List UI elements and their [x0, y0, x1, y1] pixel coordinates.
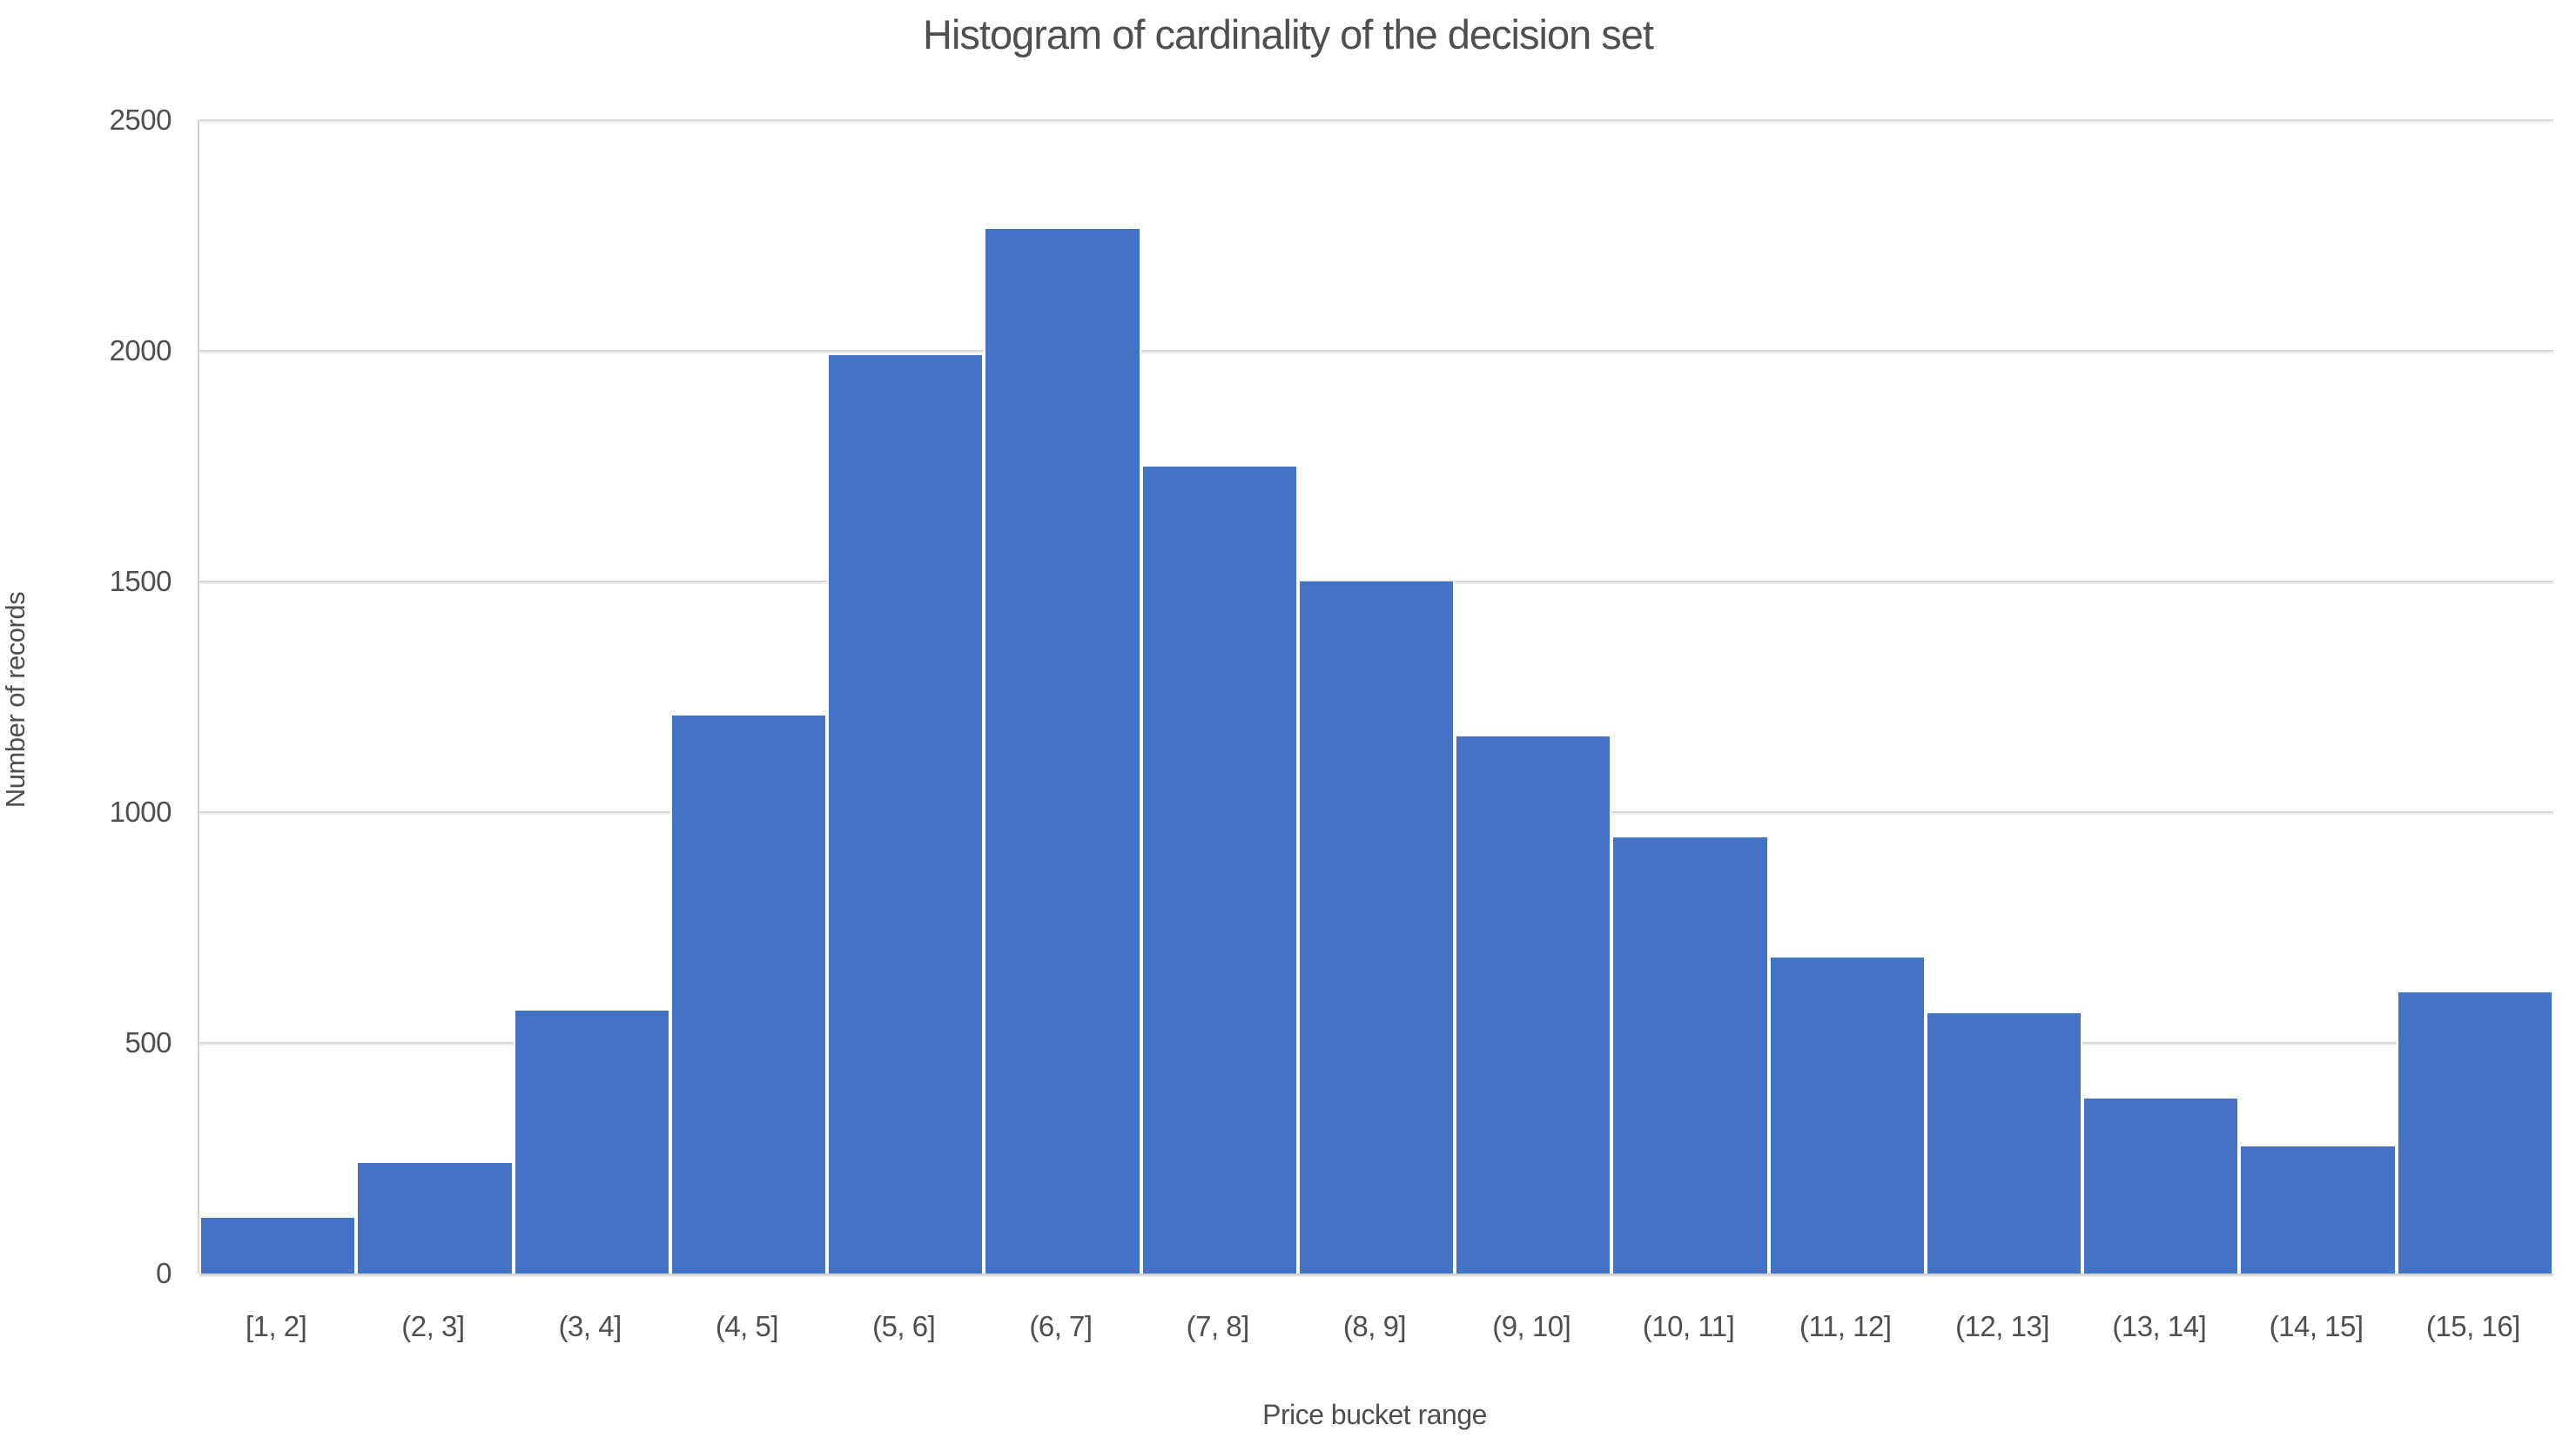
- y-tick-label: 2000: [109, 334, 172, 366]
- chart-title: Histogram of cardinality of the decision…: [923, 11, 1654, 57]
- x-tick-label: (3, 4]: [558, 1310, 622, 1342]
- x-tick-label: (6, 7]: [1029, 1310, 1093, 1342]
- x-tick-label: (8, 9]: [1342, 1310, 1407, 1342]
- bar[interactable]: [984, 228, 1141, 1274]
- x-tick-label: (11, 12]: [1799, 1310, 1892, 1342]
- bar[interactable]: [1925, 1012, 2083, 1274]
- bar[interactable]: [1455, 736, 1612, 1274]
- bar[interactable]: [2239, 1146, 2397, 1274]
- x-tick-label: (4, 5]: [715, 1310, 779, 1342]
- y-tick-label: 0: [156, 1257, 172, 1289]
- x-tick-label: (5, 6]: [872, 1310, 936, 1342]
- y-tick-label: 500: [124, 1026, 172, 1059]
- bar[interactable]: [356, 1162, 514, 1274]
- x-axis-title: Price bucket range: [1262, 1399, 1487, 1430]
- x-tick-label: (15, 16]: [2425, 1310, 2520, 1342]
- plot-area: [198, 119, 2553, 1275]
- bar[interactable]: [669, 715, 828, 1274]
- bar[interactable]: [513, 1010, 670, 1274]
- x-tick-label: [1, 2]: [245, 1310, 307, 1342]
- bar[interactable]: [2082, 1098, 2240, 1274]
- y-tick-label: 1500: [109, 565, 172, 597]
- bar[interactable]: [827, 355, 985, 1274]
- bar[interactable]: [1140, 466, 1298, 1274]
- x-tick-label: (10, 11]: [1642, 1310, 1735, 1342]
- bar[interactable]: [1297, 581, 1456, 1274]
- x-tick-label: (12, 13]: [1955, 1310, 2050, 1342]
- x-tick-label: (2, 3]: [401, 1310, 465, 1342]
- x-axis-line: [199, 1274, 2553, 1275]
- x-tick-label: (7, 8]: [1186, 1310, 1250, 1342]
- gridline: [199, 350, 2553, 352]
- y-tick-label: 1000: [109, 796, 172, 828]
- bar[interactable]: [199, 1218, 357, 1274]
- bar[interactable]: [1768, 957, 1926, 1274]
- x-tick-label: (13, 14]: [2112, 1310, 2207, 1342]
- x-tick-label: (9, 10]: [1492, 1310, 1571, 1342]
- x-tick-label: (14, 15]: [2269, 1310, 2364, 1342]
- y-tick-label: 2500: [109, 104, 172, 136]
- bar[interactable]: [1611, 837, 1769, 1274]
- y-axis-title: Number of records: [0, 591, 30, 809]
- gridline: [199, 119, 2553, 121]
- bar[interactable]: [2396, 991, 2553, 1274]
